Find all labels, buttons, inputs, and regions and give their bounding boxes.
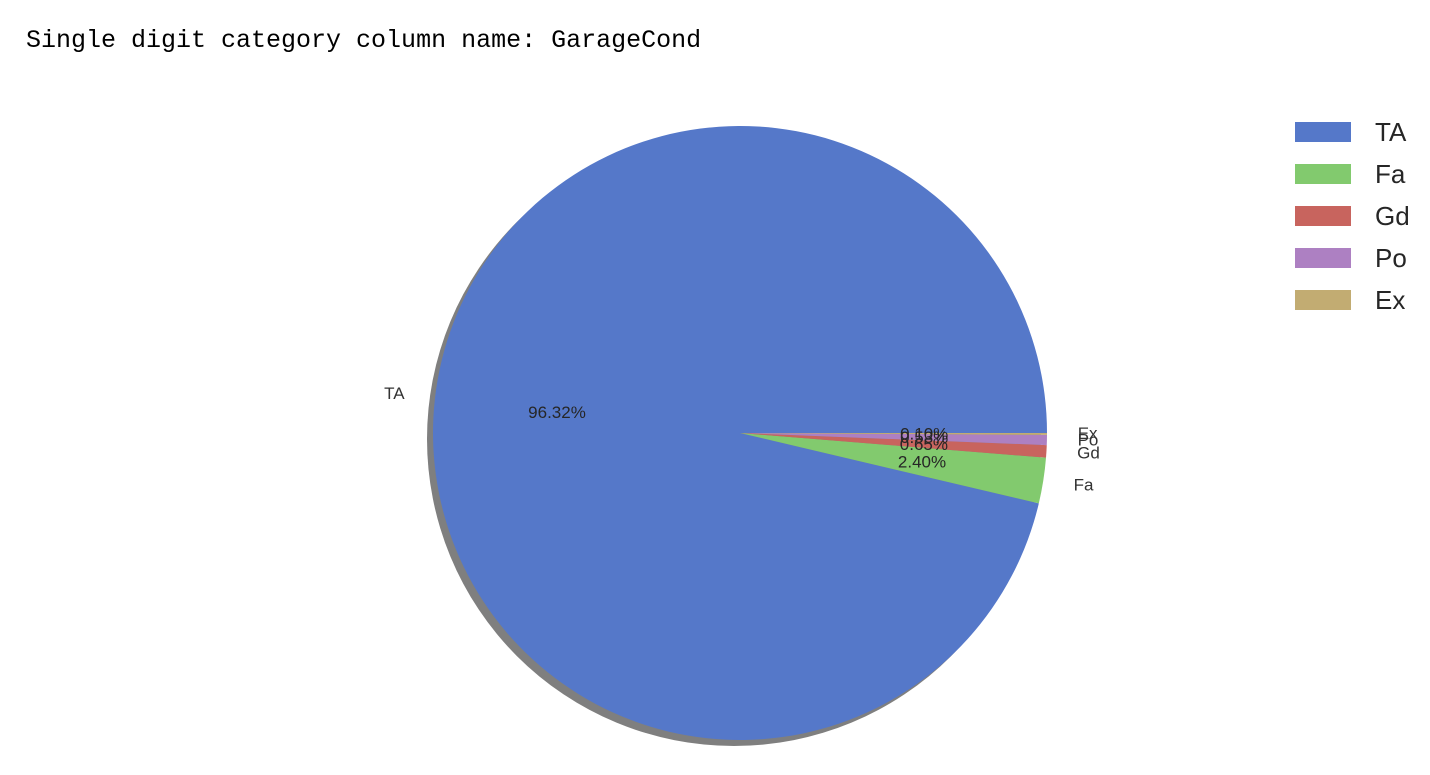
slice-label-po: Po [1078, 431, 1099, 450]
pie-labels: TA 96.32% Fa 2.40% Gd 0.65% Po 0.53% Ex 0.10% [384, 384, 1100, 494]
slice-pct-gd: 0.65% [900, 435, 948, 454]
slice-pct-po: 0.53% [900, 428, 948, 447]
legend-swatch-gd [1295, 206, 1351, 226]
legend-label-po: Po [1375, 243, 1407, 273]
legend-swatch-ta [1295, 122, 1351, 142]
legend-label-ta: TA [1375, 117, 1407, 147]
pie-slices [432, 125, 1047, 740]
slice-pct-ta: 96.32% [528, 403, 586, 422]
slice-label-ta: TA [384, 384, 405, 403]
pie-slice-gd [740, 433, 1047, 458]
legend-label-ex: Ex [1375, 285, 1405, 315]
legend-label-fa: Fa [1375, 159, 1406, 189]
pie-slice-ex [740, 433, 1047, 435]
slice-pct-fa: 2.40% [898, 453, 946, 472]
slice-label-gd: Gd [1077, 443, 1100, 462]
chart-legend: TA Fa Gd Po Ex [1295, 117, 1410, 315]
legend-swatch-po [1295, 248, 1351, 268]
pie-slice-po [740, 433, 1047, 446]
slice-label-ex: Ex [1078, 424, 1098, 443]
cell-output-text: Single digit category column name: Garag… [26, 26, 702, 55]
pie-slice-ta [432, 125, 1047, 740]
legend-label-gd: Gd [1375, 201, 1410, 231]
slice-label-fa: Fa [1074, 475, 1094, 494]
legend-swatch-ex [1295, 290, 1351, 310]
slice-pct-ex: 0.10% [900, 425, 948, 444]
legend-swatch-fa [1295, 164, 1351, 184]
pie-slice-fa [740, 433, 1047, 504]
